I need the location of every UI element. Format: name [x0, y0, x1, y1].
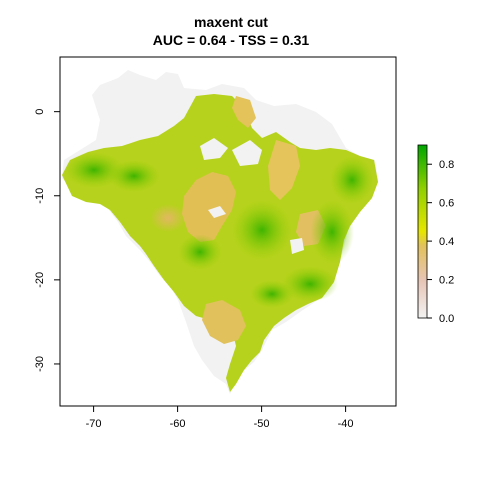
map-subtitle: AUC = 0.64 - TSS = 0.31 [153, 32, 310, 48]
x-tick-label: -40 [338, 418, 354, 430]
x-tick-label: -60 [170, 418, 186, 430]
raster-layer [62, 70, 378, 394]
legend-tick-label: 0.6 [439, 198, 454, 210]
high-suitability-area [178, 234, 222, 270]
low-suitability-patch [268, 140, 300, 200]
na-hole [208, 206, 226, 218]
low-suitability-blend [150, 204, 186, 232]
y-tick-label: 0 [34, 109, 46, 115]
low-suitability-patch [182, 172, 236, 242]
legend-tick-label: 0.8 [439, 159, 454, 171]
x-tick-label: -50 [254, 418, 270, 430]
color-legend: 0.0 0.2 0.4 0.6 0.8 [417, 144, 454, 325]
legend-colorbar [417, 144, 428, 319]
x-tick-label: -70 [86, 418, 102, 430]
high-suitability-area [108, 160, 160, 192]
y-tick-label: -30 [34, 356, 46, 372]
low-suitability-patch [232, 96, 256, 128]
y-tick-label: -20 [34, 272, 46, 288]
high-suitability-area [250, 280, 294, 308]
legend-tick-label: 0.0 [439, 313, 454, 325]
high-suitability-area [232, 200, 292, 260]
map-title: maxent cut [194, 14, 268, 30]
y-tick-label: -10 [34, 188, 46, 204]
na-hole [232, 140, 262, 166]
y-axis: 0 -10 -20 -30 [34, 109, 61, 372]
na-hole [290, 238, 304, 254]
x-axis: -70 -60 -50 -40 [86, 405, 354, 430]
legend-tick-label: 0.4 [439, 236, 454, 248]
na-hole [200, 138, 228, 160]
high-suitability-area [310, 200, 354, 264]
high-suitability-area [330, 156, 374, 204]
legend-tick-label: 0.2 [439, 275, 454, 287]
high-suitability-area [282, 266, 338, 302]
legend-ticks: 0.0 0.2 0.4 0.6 0.8 [427, 159, 454, 325]
low-suitability-patch [202, 300, 246, 344]
